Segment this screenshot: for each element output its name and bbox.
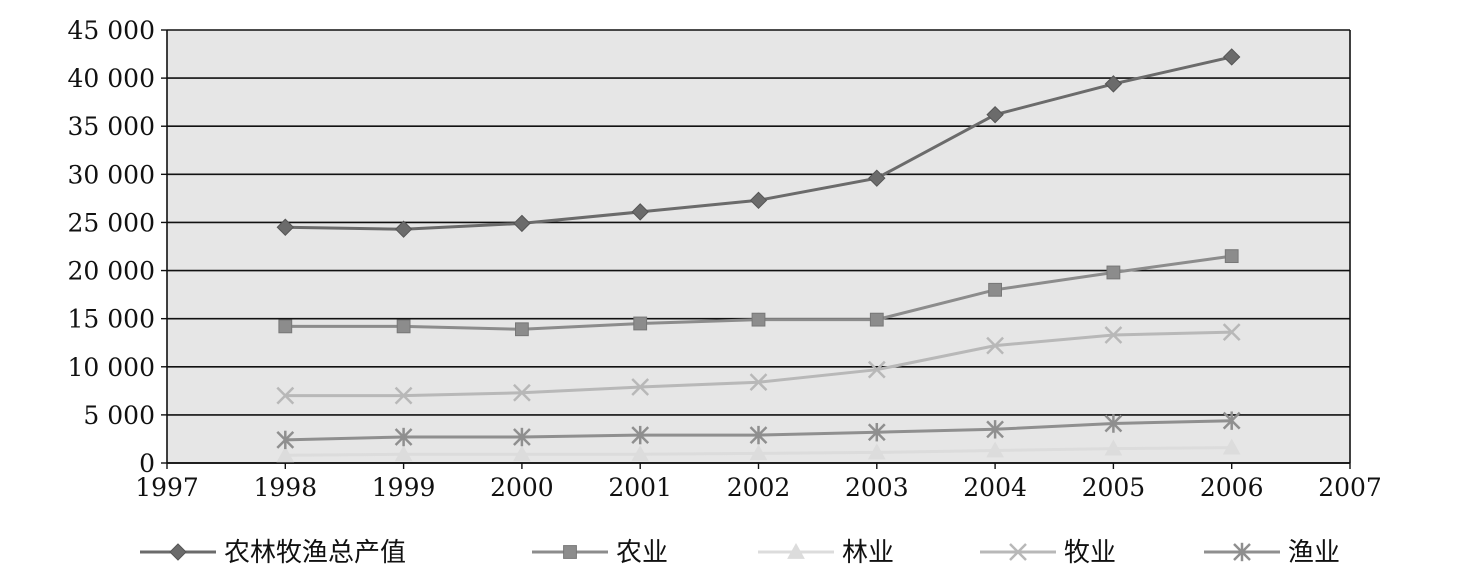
x-tick-label: 2003 [845, 473, 909, 502]
data-point [868, 169, 886, 187]
y-tick-label: 30 000 [68, 160, 155, 189]
y-tick-label: 35 000 [68, 112, 155, 141]
data-point [986, 336, 1004, 355]
data-point [1104, 414, 1123, 433]
data-point [394, 427, 413, 447]
legend-marker [1233, 542, 1251, 562]
data-point [513, 214, 531, 233]
legend-marker [169, 543, 187, 561]
x-tick-label: 2004 [963, 473, 1027, 502]
data-point [633, 316, 648, 331]
data-point [278, 319, 293, 334]
legend-label: 林业 [842, 538, 894, 568]
data-point [631, 203, 649, 221]
data-point [1104, 326, 1123, 344]
gridlines [167, 29, 1350, 464]
series-2 [276, 438, 1241, 463]
y-tick-label: 40 000 [68, 64, 155, 93]
data-point [276, 446, 295, 463]
data-point [276, 218, 295, 236]
series-0 [276, 48, 1241, 238]
x-tick-label: 1997 [135, 473, 199, 502]
legend-marker [563, 545, 577, 559]
data-point [867, 360, 886, 379]
data-point [986, 420, 1004, 439]
series-3 [276, 323, 1241, 405]
y-axis-ticks: 0 5 000 10 000 15 000 20 000 25 000 30 000 35 0… [68, 16, 167, 478]
data-point [515, 322, 529, 337]
data-point [631, 378, 650, 396]
legend-label: 渔业 [1288, 538, 1340, 568]
legend-label: 牧业 [1064, 538, 1116, 568]
y-tick-label: 45 000 [68, 16, 155, 45]
plot-area [167, 30, 1350, 463]
data-point [631, 425, 650, 445]
legend-marker [787, 542, 805, 559]
y-tick-label: 20 000 [68, 257, 155, 286]
legend-item: 农林牧渔总产值 [140, 538, 406, 568]
data-point [749, 425, 768, 445]
data-point [276, 386, 295, 405]
x-tick-label: 2001 [608, 473, 672, 502]
x-tick-label: 2007 [1318, 473, 1382, 502]
data-point [1222, 323, 1241, 342]
data-point [1104, 439, 1123, 456]
legend: 农林牧渔总产值 农业 林业 牧业 渔业 [140, 538, 1340, 568]
data-point [396, 319, 411, 334]
y-tick-label: 0 [139, 449, 155, 478]
data-point [394, 445, 413, 462]
data-point [751, 312, 766, 327]
data-point [1222, 438, 1241, 455]
legend-item: 农业 [532, 538, 668, 568]
data-point [513, 445, 531, 462]
data-point [749, 444, 768, 461]
series-lines [276, 48, 1241, 463]
series-1 [278, 249, 1239, 337]
y-tick-label: 25 000 [68, 208, 155, 237]
series-4 [276, 411, 1241, 450]
data-point [1106, 265, 1121, 280]
legend-item: 渔业 [1204, 538, 1340, 568]
data-point [867, 443, 886, 460]
data-point [631, 445, 650, 462]
x-tick-label: 2002 [727, 473, 791, 502]
data-point [513, 383, 531, 402]
data-point [988, 282, 1003, 297]
data-point [749, 191, 768, 210]
x-tick-label: 2006 [1200, 473, 1264, 502]
x-axis-ticks: 1997 1998 1999 2000 2001 2002 2003 2004 2005 2006… [135, 463, 1382, 502]
data-point [276, 430, 295, 450]
data-point [513, 427, 531, 447]
y-tick-label: 5 000 [83, 401, 155, 430]
y-tick-label: 15 000 [68, 305, 155, 334]
data-point [1222, 48, 1241, 66]
data-point [986, 441, 1004, 458]
x-tick-label: 2000 [490, 473, 554, 502]
y-tick-label: 10 000 [68, 353, 155, 382]
data-point [1222, 411, 1241, 430]
legend-item: 林业 [758, 538, 894, 568]
legend-marker [1009, 543, 1027, 561]
x-tick-label: 1998 [253, 473, 317, 502]
data-point [1224, 249, 1239, 264]
x-tick-label: 1999 [372, 473, 436, 502]
legend-item: 牧业 [980, 538, 1116, 568]
x-tick-label: 2005 [1082, 473, 1146, 502]
data-point [867, 423, 886, 442]
data-point [749, 373, 768, 392]
data-point [394, 386, 413, 405]
legend-label: 农林牧渔总产值 [224, 538, 406, 568]
legend-label: 农业 [616, 538, 668, 568]
data-point [394, 220, 413, 238]
data-point [986, 105, 1004, 124]
data-point [1104, 75, 1123, 93]
data-point [869, 312, 884, 327]
